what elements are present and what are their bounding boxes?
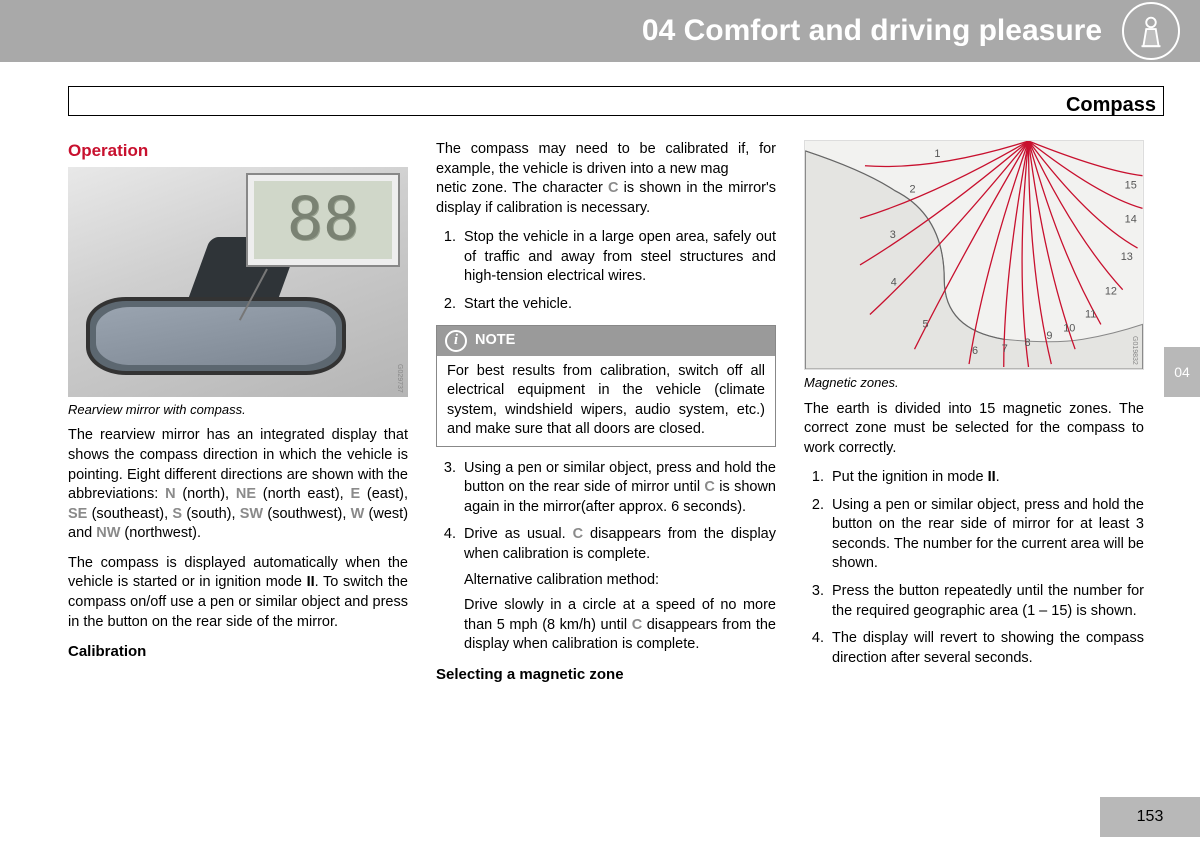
paragraph-calibration-intro: The compass may need to be calibrated if… (436, 140, 776, 179)
svg-text:2: 2 (910, 184, 916, 196)
note-box: i NOTE For best results from calibration… (436, 325, 776, 447)
zone-step-revert: The display will revert to showing the c… (828, 629, 1144, 668)
seat-icon (1122, 2, 1180, 60)
svg-text:1: 1 (934, 148, 940, 160)
step-drive: Drive as usual. C disappears from the di… (460, 525, 776, 654)
zone-step-repeat: Press the button repeatedly until the nu… (828, 582, 1144, 621)
svg-text:4: 4 (891, 277, 897, 289)
chapter-title: 04 Comfort and driving pleasure (642, 11, 1102, 52)
heading-calibration: Calibration (68, 642, 408, 662)
figure-id-map: G019832 (1130, 336, 1139, 365)
figure-id: G029737 (395, 364, 404, 393)
svg-text:14: 14 (1125, 213, 1137, 225)
page-content: Operation 88 G029737 Rearview mirror wit… (68, 140, 1144, 785)
svg-text:13: 13 (1121, 251, 1133, 263)
info-icon: i (445, 330, 467, 352)
svg-text:9: 9 (1046, 330, 1052, 342)
heading-magnetic-zone: Selecting a magnetic zone (436, 665, 776, 685)
note-body: For best results from calibration, switc… (437, 356, 775, 446)
svg-text:3: 3 (890, 229, 896, 241)
note-header: i NOTE (437, 326, 775, 356)
svg-text:10: 10 (1063, 322, 1075, 334)
side-chapter-tab: 04 (1164, 347, 1200, 397)
paragraph-directions: The rearview mirror has an integrated di… (68, 426, 408, 543)
paragraph-calibration-cont: netic zone. The character C is shown in … (436, 179, 776, 218)
svg-text:8: 8 (1025, 337, 1031, 349)
calibration-steps-3-4: Using a pen or similar object, press and… (436, 459, 776, 655)
svg-text:15: 15 (1125, 180, 1137, 192)
section-title: Compass (1066, 92, 1156, 119)
step-press-hold: Using a pen or similar object, press and… (460, 459, 776, 518)
figure-rearview-mirror: 88 G029737 (68, 167, 408, 397)
figure-caption: Rearview mirror with compass. (68, 401, 408, 419)
zone-selection-steps: Put the ignition in mode II. Using a pen… (804, 468, 1144, 668)
svg-text:5: 5 (922, 318, 928, 330)
chapter-header-bar: 04 Comfort and driving pleasure (0, 0, 1200, 62)
alt-method-body: Drive slowly in a circle at a speed of n… (464, 596, 776, 655)
note-title: NOTE (475, 331, 515, 351)
svg-text:12: 12 (1105, 286, 1117, 298)
svg-text:11: 11 (1085, 308, 1096, 320)
zone-step-ignition: Put the ignition in mode II. (828, 468, 1144, 488)
alt-method-title: Alternative calibration method: (464, 571, 776, 591)
page-number: 153 (1100, 797, 1200, 837)
svg-text:6: 6 (972, 345, 978, 357)
step-stop-vehicle: Stop the vehicle in a large open area, s… (460, 228, 776, 287)
step-start-vehicle: Start the vehicle. (460, 295, 776, 315)
section-rule (68, 86, 1164, 116)
calibration-steps-1-2: Stop the vehicle in a large open area, s… (436, 228, 776, 314)
figure-magnetic-zones: 1 2 3 4 5 6 7 8 9 10 11 12 13 14 15 G019… (804, 140, 1144, 370)
zone-step-press-hold: Using a pen or similar object, press and… (828, 496, 1144, 574)
paragraph-auto-display: The compass is displayed automatically w… (68, 554, 408, 632)
heading-operation: Operation (68, 140, 408, 163)
figure-map-caption: Magnetic zones. (804, 374, 1144, 392)
lcd-display: 88 (248, 175, 398, 265)
paragraph-zones-intro: The earth is divided into 15 magnetic zo… (804, 400, 1144, 459)
svg-text:7: 7 (1002, 343, 1008, 355)
